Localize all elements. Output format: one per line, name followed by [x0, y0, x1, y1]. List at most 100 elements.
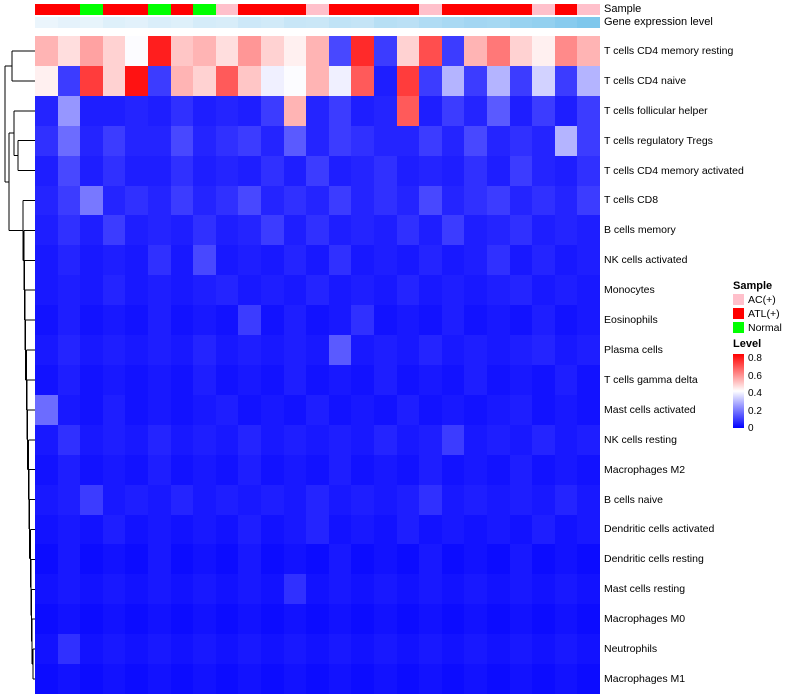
- heatmap-cell: [80, 155, 103, 186]
- heatmap-cell: [487, 664, 510, 694]
- heatmap-cell: [396, 514, 420, 545]
- heatmap-cell: [577, 604, 600, 635]
- sample-annotation-cell: [373, 4, 397, 15]
- heatmap-cell: [328, 664, 352, 694]
- level-tick-label: 0.6: [748, 370, 762, 382]
- heatmap-cell: [441, 215, 465, 246]
- heatmap-cell: [80, 245, 103, 276]
- heatmap-cell: [351, 484, 374, 515]
- heatmap-cell: [351, 514, 374, 545]
- heatmap-cell: [102, 424, 126, 455]
- heatmap-cell: [35, 125, 58, 156]
- sample-annotation-cell: [419, 4, 442, 15]
- expression-annotation-cell: [35, 17, 58, 28]
- heatmap-cell: [170, 574, 194, 605]
- sample-annotation-cell: [193, 4, 216, 15]
- heatmap-cell: [35, 664, 58, 694]
- heatmap-cell: [306, 514, 329, 545]
- heatmap-cell: [261, 185, 284, 216]
- heatmap-cell: [328, 36, 352, 66]
- expression-annotation-cell: [554, 17, 578, 28]
- heatmap-cell: [374, 544, 397, 575]
- row-label: B cells memory: [604, 224, 676, 237]
- heatmap-cell: [306, 574, 329, 605]
- heatmap-cell: [464, 604, 487, 635]
- heatmap-cell: [125, 36, 148, 66]
- heatmap-cell: [283, 604, 307, 635]
- heatmap-cell: [396, 484, 420, 515]
- heatmap-cell: [464, 305, 487, 336]
- row-label: T cells CD8: [604, 194, 659, 207]
- heatmap-cell: [57, 155, 81, 186]
- heatmap-cell: [283, 95, 307, 126]
- heatmap-cell: [509, 275, 533, 306]
- heatmap-cell: [80, 215, 103, 246]
- row-label: Mast cells resting: [604, 583, 686, 596]
- heatmap-cell: [487, 155, 510, 186]
- heatmap-cell: [464, 394, 487, 425]
- heatmap-cell: [80, 544, 103, 575]
- heatmap-cell: [193, 664, 216, 694]
- heatmap-cell: [328, 574, 352, 605]
- heatmap-cell: [419, 245, 442, 276]
- row-label: Dendritic cells resting: [604, 553, 704, 566]
- heatmap-cell: [306, 364, 329, 395]
- heatmap-cell: [419, 424, 442, 455]
- heatmap-cell: [102, 215, 126, 246]
- heatmap-cell: [532, 394, 555, 425]
- heatmap-cell: [577, 424, 600, 455]
- heatmap-cell: [577, 36, 600, 66]
- heatmap-cell: [306, 544, 329, 575]
- row-label: T cells follicular helper: [604, 104, 708, 117]
- heatmap-cell: [328, 305, 352, 336]
- heatmap-cell: [328, 454, 352, 485]
- heatmap-cell: [215, 245, 239, 276]
- heatmap-cell: [148, 36, 171, 66]
- heatmap-cell: [577, 394, 600, 425]
- heatmap-cell: [215, 185, 239, 216]
- level-legend-title: Level: [733, 338, 762, 350]
- heatmap-cell: [419, 394, 442, 425]
- heatmap-cell: [35, 634, 58, 665]
- heatmap-cell: [554, 634, 578, 665]
- heatmap-cell: [464, 454, 487, 485]
- heatmap-cell: [193, 634, 216, 665]
- heatmap-cell: [125, 364, 148, 395]
- heatmap-cell: [102, 36, 126, 66]
- heatmap-cell: [148, 484, 171, 515]
- heatmap-cell: [35, 335, 58, 365]
- heatmap-cell: [374, 185, 397, 216]
- expression-annotation-cell: [396, 17, 420, 28]
- heatmap-cell: [238, 514, 261, 545]
- heatmap-cell: [35, 215, 58, 246]
- heatmap-cell: [464, 634, 487, 665]
- sample-legend: Sample AC(+) ATL(+) Normal: [733, 280, 782, 334]
- heatmap-cell: [419, 155, 442, 186]
- expression-annotation-cell: [577, 17, 600, 28]
- heatmap-cell: [148, 604, 171, 635]
- heatmap-cell: [193, 604, 216, 635]
- heatmap-cell: [464, 125, 487, 156]
- heatmap-cell: [57, 604, 81, 635]
- heatmap-cell: [351, 305, 374, 336]
- heatmap-cell: [170, 245, 194, 276]
- heatmap-cell: [464, 574, 487, 605]
- heatmap-cell: [261, 335, 284, 365]
- heatmap-cell: [238, 125, 261, 156]
- heatmap-cell: [554, 604, 578, 635]
- heatmap-cell: [509, 125, 533, 156]
- atl-color-swatch: [733, 308, 744, 319]
- heatmap-cell: [261, 125, 284, 156]
- heatmap-cell: [170, 634, 194, 665]
- heatmap-cell: [396, 185, 420, 216]
- heatmap-cell: [283, 275, 307, 306]
- row-label: T cells CD4 memory activated: [604, 164, 744, 177]
- heatmap-cell: [464, 544, 487, 575]
- heatmap-cell: [374, 484, 397, 515]
- heatmap-cell: [351, 634, 374, 665]
- heatmap-cell: [261, 454, 284, 485]
- heatmap-cell: [125, 245, 148, 276]
- heatmap-cell: [306, 215, 329, 246]
- heatmap-cell: [261, 65, 284, 96]
- heatmap-cell: [509, 215, 533, 246]
